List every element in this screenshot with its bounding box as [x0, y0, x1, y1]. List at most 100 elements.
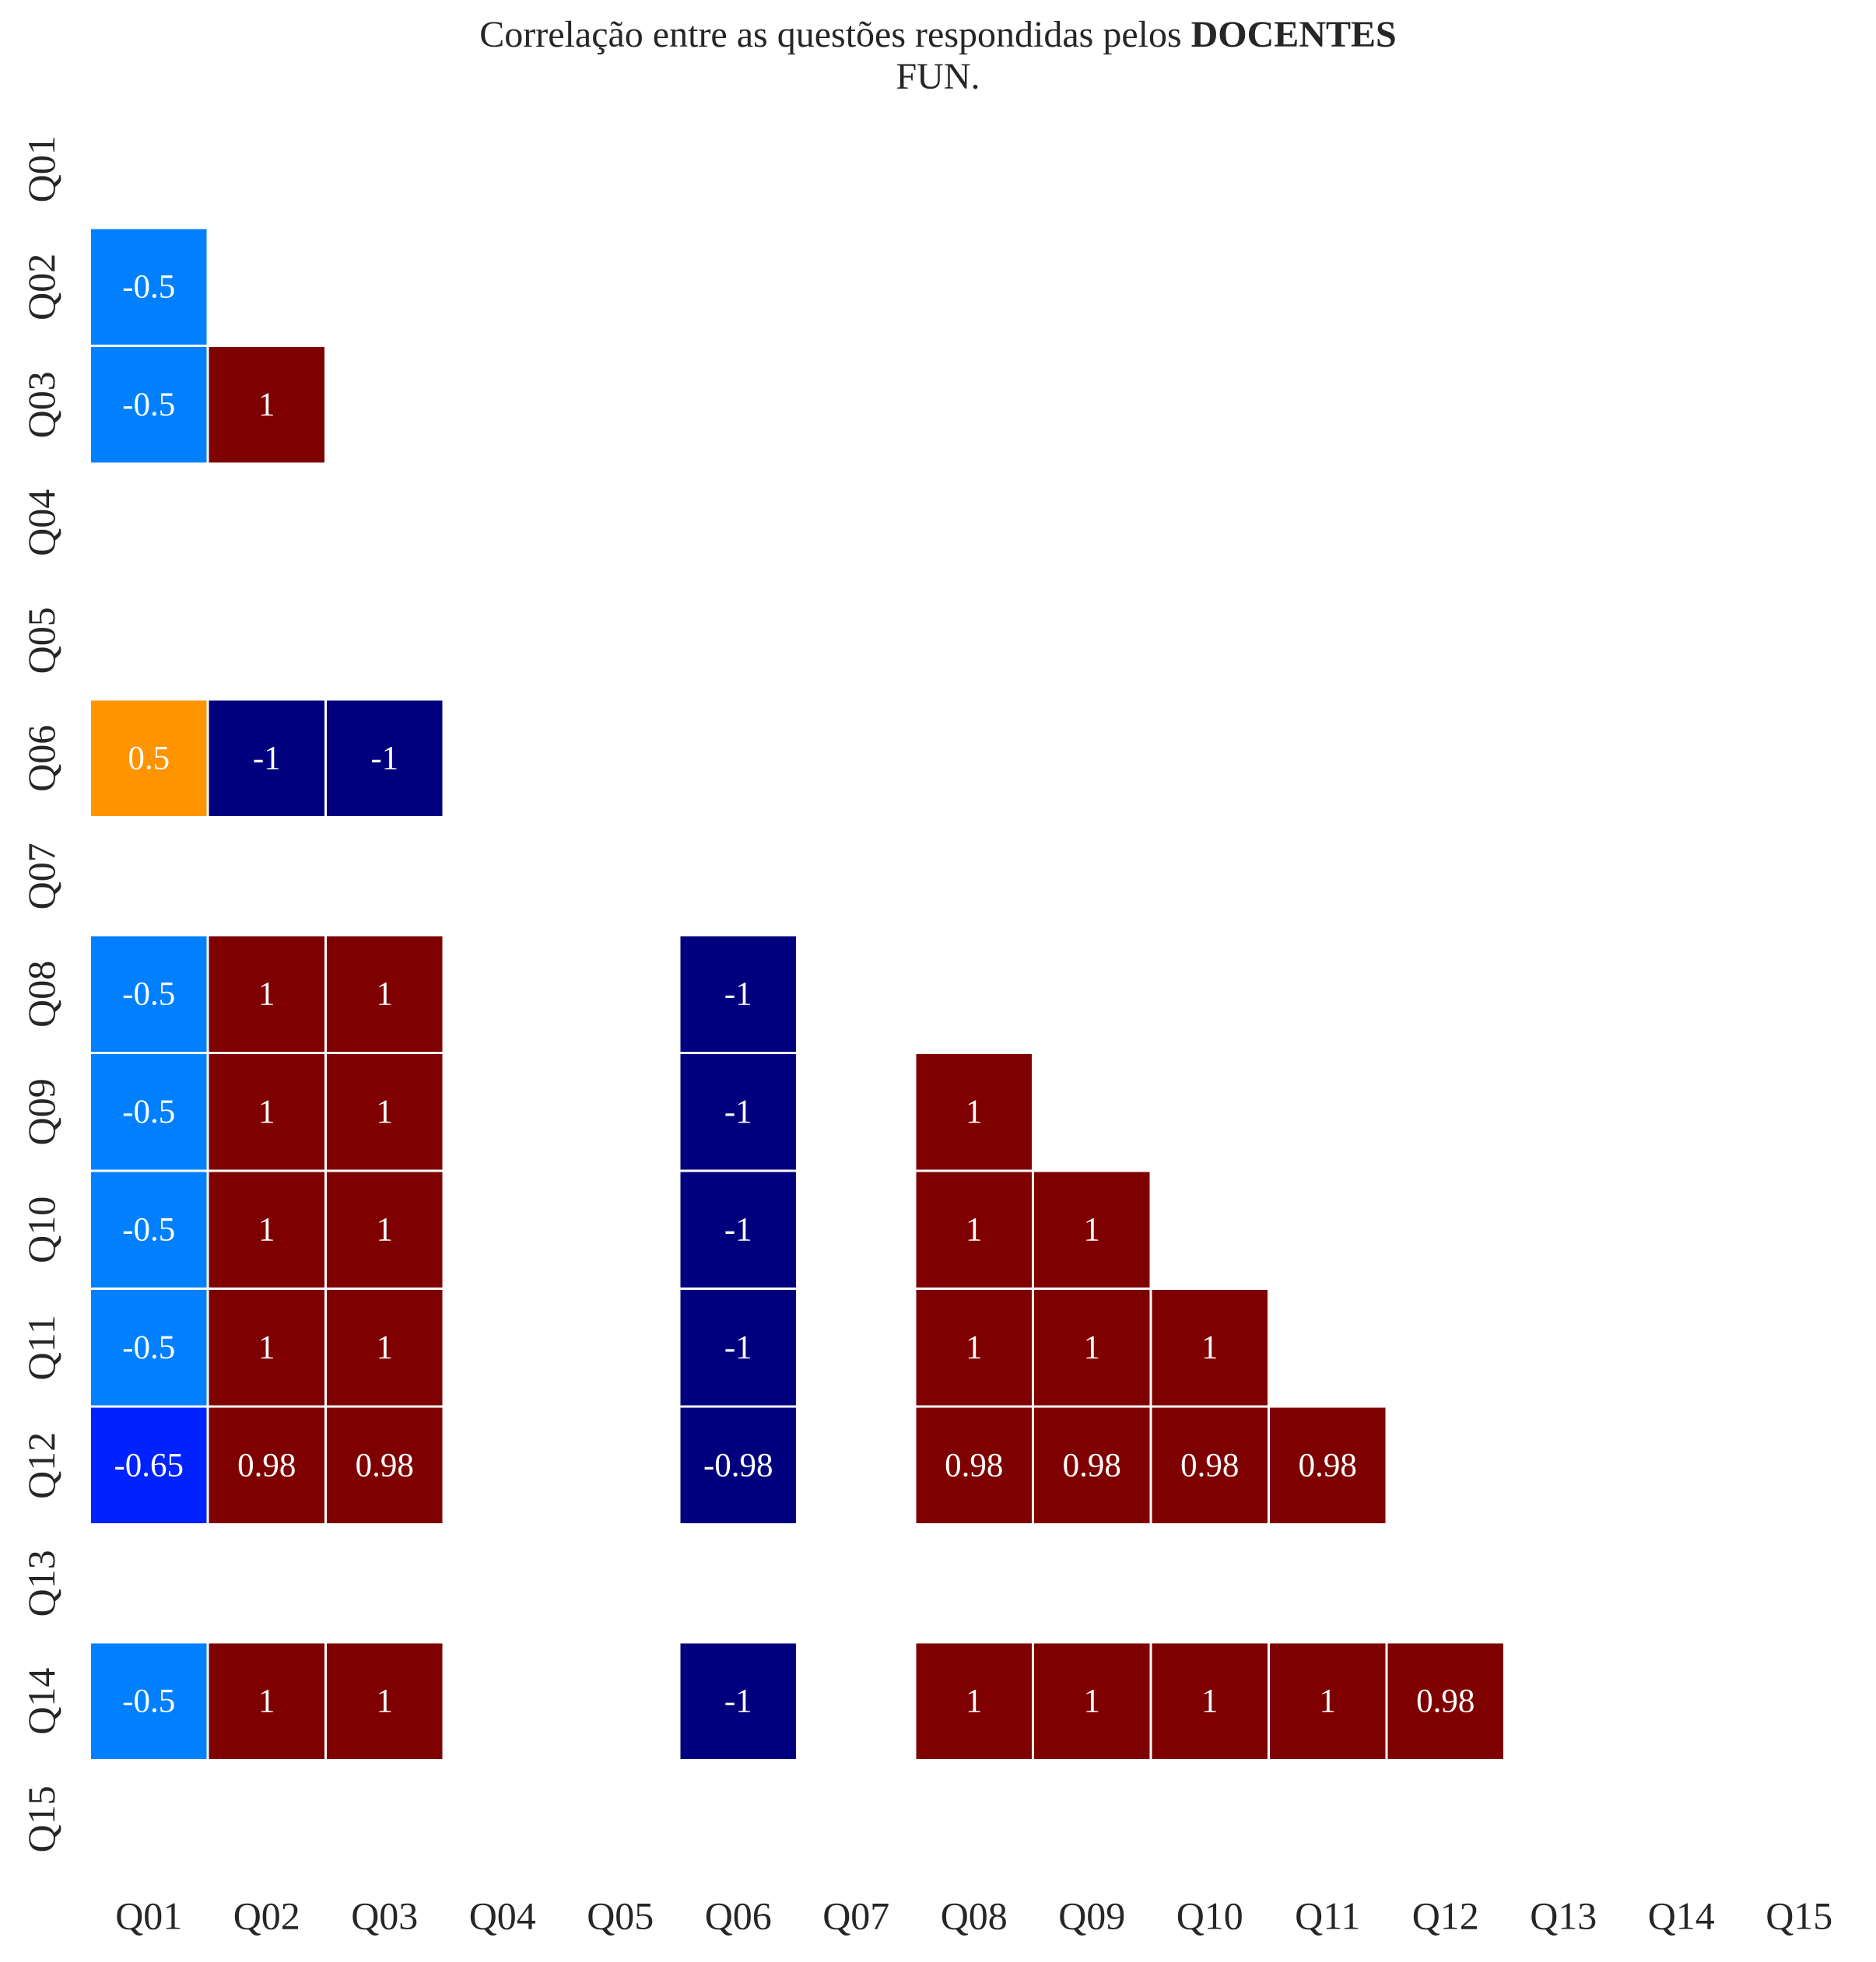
cell-value-label: 1 — [377, 1094, 394, 1130]
y-tick-label: Q15 — [19, 1785, 63, 1852]
x-tick-label: Q09 — [1058, 1894, 1125, 1938]
heatmap-cell-q06-q02 — [209, 700, 324, 816]
heatmap-cell-q12-q03 — [327, 1407, 443, 1523]
chart-subtitle: FUN. — [896, 56, 980, 97]
heatmap-cell-q08-q02 — [209, 936, 324, 1052]
cell-value-label: 1 — [258, 976, 275, 1012]
heatmap-cell-q12-q11 — [1270, 1407, 1386, 1523]
heatmap-cell-q12-q08 — [916, 1407, 1032, 1523]
cell-value-label: 0.98 — [356, 1447, 414, 1484]
x-tick-label: Q15 — [1766, 1894, 1832, 1938]
cell-value-label: -0.5 — [122, 387, 175, 423]
heatmap-cell-q09-q03 — [327, 1054, 443, 1170]
cell-value-label: 0.98 — [1180, 1447, 1239, 1484]
heatmap-cell-q10-q09 — [1034, 1172, 1150, 1288]
cell-value-label: 1 — [377, 1683, 394, 1719]
heatmap-cell-q12-q10 — [1152, 1407, 1268, 1523]
heatmap-cell-q12-q02 — [209, 1407, 324, 1523]
heatmap-cell-q11-q08 — [916, 1290, 1032, 1406]
y-tick-label: Q13 — [19, 1550, 63, 1617]
heatmap-cell-q08-q03 — [327, 936, 443, 1052]
x-tick-label: Q05 — [587, 1894, 654, 1938]
cell-value-label: 1 — [377, 1330, 394, 1366]
cell-value-label: -0.5 — [122, 1211, 175, 1248]
y-tick-label: Q01 — [19, 135, 63, 202]
cell-value-label: 1 — [966, 1211, 983, 1248]
cell-value-label: -1 — [724, 1683, 752, 1719]
x-tick-label: Q02 — [233, 1894, 300, 1938]
cell-value-label: 1 — [1084, 1211, 1101, 1248]
x-tick-label: Q03 — [351, 1894, 418, 1938]
heatmap-cell-q12-q06 — [680, 1407, 796, 1523]
cell-value-label: 1 — [1084, 1330, 1101, 1366]
y-tick-label: Q10 — [19, 1196, 63, 1263]
heatmap-cell-q09-q08 — [916, 1054, 1032, 1170]
cell-value-label: 0.5 — [128, 740, 170, 776]
heatmap-cell-q06-q01 — [91, 700, 207, 816]
y-tick-label: Q14 — [19, 1668, 63, 1735]
y-tick-label: Q12 — [19, 1432, 63, 1499]
y-tick-label: Q09 — [19, 1078, 63, 1145]
cell-value-label: -0.98 — [703, 1447, 773, 1484]
heatmap-cell-q10-q03 — [327, 1172, 443, 1288]
heatmap-cell-q10-q08 — [916, 1172, 1032, 1288]
heatmap-cell-q08-q01 — [91, 936, 207, 1052]
heatmap-cell-q14-q12 — [1387, 1643, 1503, 1759]
cell-value-label: 1 — [258, 1330, 275, 1366]
heatmap-cell-q09-q06 — [680, 1054, 796, 1170]
y-tick-label: Q06 — [19, 725, 63, 792]
y-tick-label: Q07 — [19, 843, 63, 909]
heatmap-cell-q09-q02 — [209, 1054, 324, 1170]
x-tick-label: Q14 — [1648, 1894, 1715, 1938]
heatmap-cells: -0.5 -0.5 1 0.5 -1 -1 -0.5 1 1 -1 -0.5 1 1 -1 1 -0.5 1 1 -… — [91, 229, 1503, 1759]
heatmap-cell-q03-q01 — [91, 347, 207, 463]
heatmap-cell-q11-q06 — [680, 1290, 796, 1406]
heatmap-cell-q14-q08 — [916, 1643, 1032, 1759]
y-tick-label: Q11 — [19, 1315, 63, 1380]
x-tick-label: Q01 — [115, 1894, 182, 1938]
cell-value-label: 0.98 — [945, 1447, 1003, 1484]
cell-value-label: 1 — [966, 1330, 983, 1366]
x-tick-label: Q12 — [1412, 1894, 1479, 1938]
x-tick-label: Q06 — [705, 1894, 772, 1938]
cell-value-label: 1 — [377, 1211, 394, 1248]
cell-value-label: 1 — [377, 976, 394, 1012]
cell-value-label: -0.5 — [122, 268, 175, 305]
cell-value-label: 1 — [1320, 1683, 1337, 1719]
cell-value-label: -1 — [253, 740, 281, 776]
cell-value-label: 1 — [258, 1683, 275, 1719]
cell-value-label: -0.5 — [122, 1094, 175, 1130]
x-tick-label: Q13 — [1530, 1894, 1597, 1938]
heatmap-cell-q14-q09 — [1034, 1643, 1150, 1759]
chart-title-line: Correlação entre as questões respondidas… — [0, 14, 1876, 56]
x-axis-ticks: Q01 Q02 Q03 Q04 Q05 Q06 Q07 Q08 Q09 Q10 Q11 Q12 Q13 Q… — [115, 1894, 1832, 1938]
heatmap-cell-q11-q02 — [209, 1290, 324, 1406]
cell-value-label: 1 — [1201, 1683, 1219, 1719]
heatmap-cell-q12-q09 — [1034, 1407, 1150, 1523]
heatmap-cell-q14-q01 — [91, 1643, 207, 1759]
y-tick-label: Q08 — [19, 961, 63, 1028]
cell-value-label: -1 — [370, 740, 398, 776]
cell-value-label: 1 — [258, 1211, 275, 1248]
x-tick-label: Q08 — [941, 1894, 1008, 1938]
heatmap-cell-q02-q01 — [91, 229, 207, 345]
heatmap-cell-q10-q01 — [91, 1172, 207, 1288]
cell-value-label: -0.5 — [122, 1683, 175, 1719]
heatmap-cell-q10-q06 — [680, 1172, 796, 1288]
heatmap-cell-q11-q01 — [91, 1290, 207, 1406]
heatmap-cell-q14-q06 — [680, 1643, 796, 1759]
heatmap-cell-q12-q01 — [91, 1407, 207, 1523]
heatmap-cell-q14-q03 — [327, 1643, 443, 1759]
cell-value-label: 1 — [966, 1683, 983, 1719]
cell-value-label: 1 — [258, 387, 275, 423]
x-tick-label: Q11 — [1295, 1894, 1360, 1938]
heatmap-cell-q14-q10 — [1152, 1643, 1268, 1759]
cell-value-label: 0.98 — [1299, 1447, 1357, 1484]
x-tick-label: Q07 — [822, 1894, 889, 1938]
cell-value-label: -0.5 — [122, 1330, 175, 1366]
cell-value-label: -1 — [724, 1094, 752, 1130]
heatmap-cell-q11-q10 — [1152, 1290, 1268, 1406]
chart-title: Correlação entre as questões respondidas… — [0, 14, 1876, 98]
heatmap-cell-q08-q06 — [680, 936, 796, 1052]
